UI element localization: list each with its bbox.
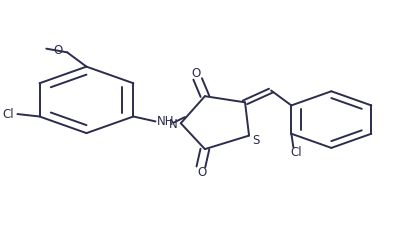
Text: O: O [54, 44, 63, 57]
Text: N: N [169, 118, 178, 131]
Text: O: O [191, 67, 200, 80]
Text: NH: NH [157, 115, 174, 128]
Text: S: S [253, 133, 260, 146]
Text: O: O [197, 166, 206, 179]
Text: Cl: Cl [291, 146, 303, 159]
Text: Cl: Cl [3, 108, 15, 121]
